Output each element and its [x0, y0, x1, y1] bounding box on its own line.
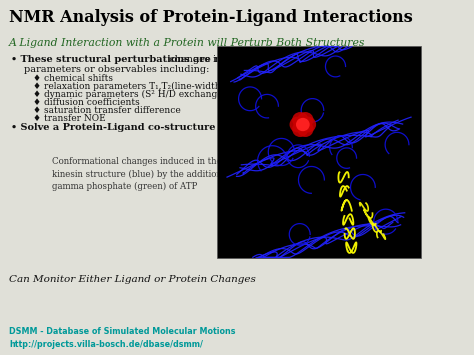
Text: ♦ dynamic parameters (S² H/D exchange): ♦ dynamic parameters (S² H/D exchange)	[33, 90, 226, 99]
Text: A Ligand Interaction with a Protein will Perturb Both Structures: A Ligand Interaction with a Protein will…	[9, 38, 366, 48]
Ellipse shape	[292, 121, 309, 137]
Ellipse shape	[296, 118, 310, 131]
Text: changes in a variety of NMR physical: changes in a variety of NMR physical	[166, 55, 354, 64]
Text: parameters or observables including:: parameters or observables including:	[24, 65, 210, 74]
Text: DSMM - Database of Simulated Molecular Motions
http://projects.villa-bosch.de/db: DSMM - Database of Simulated Molecular M…	[9, 327, 236, 349]
Ellipse shape	[292, 112, 309, 128]
Text: • Solve a Protein-Ligand co-structure: • Solve a Protein-Ligand co-structure	[11, 123, 216, 132]
Text: ♦ diffusion coefficients: ♦ diffusion coefficients	[33, 98, 140, 107]
Text: ♦ relaxation parameters T₁,T₂(line-width) and NOEs: ♦ relaxation parameters T₁,T₂(line-width…	[33, 82, 273, 91]
Ellipse shape	[290, 116, 306, 132]
Text: Conformational changes induced in the
kinesin structure (blue) by the additional: Conformational changes induced in the ki…	[52, 157, 230, 191]
Text: ♦ transfer NOE: ♦ transfer NOE	[33, 114, 106, 123]
Ellipse shape	[300, 116, 316, 132]
Text: • These structural perturbations are reflected by: • These structural perturbations are ref…	[11, 55, 279, 64]
Text: ♦ chemical shifts: ♦ chemical shifts	[33, 73, 113, 82]
Text: ♦ saturation transfer difference: ♦ saturation transfer difference	[33, 106, 181, 115]
Text: Can Monitor Either Ligand or Protein Changes: Can Monitor Either Ligand or Protein Cha…	[9, 275, 256, 284]
Text: NMR Analysis of Protein-Ligand Interactions: NMR Analysis of Protein-Ligand Interacti…	[9, 10, 413, 27]
Ellipse shape	[297, 121, 313, 137]
Bar	[217, 47, 421, 257]
Ellipse shape	[297, 112, 313, 128]
